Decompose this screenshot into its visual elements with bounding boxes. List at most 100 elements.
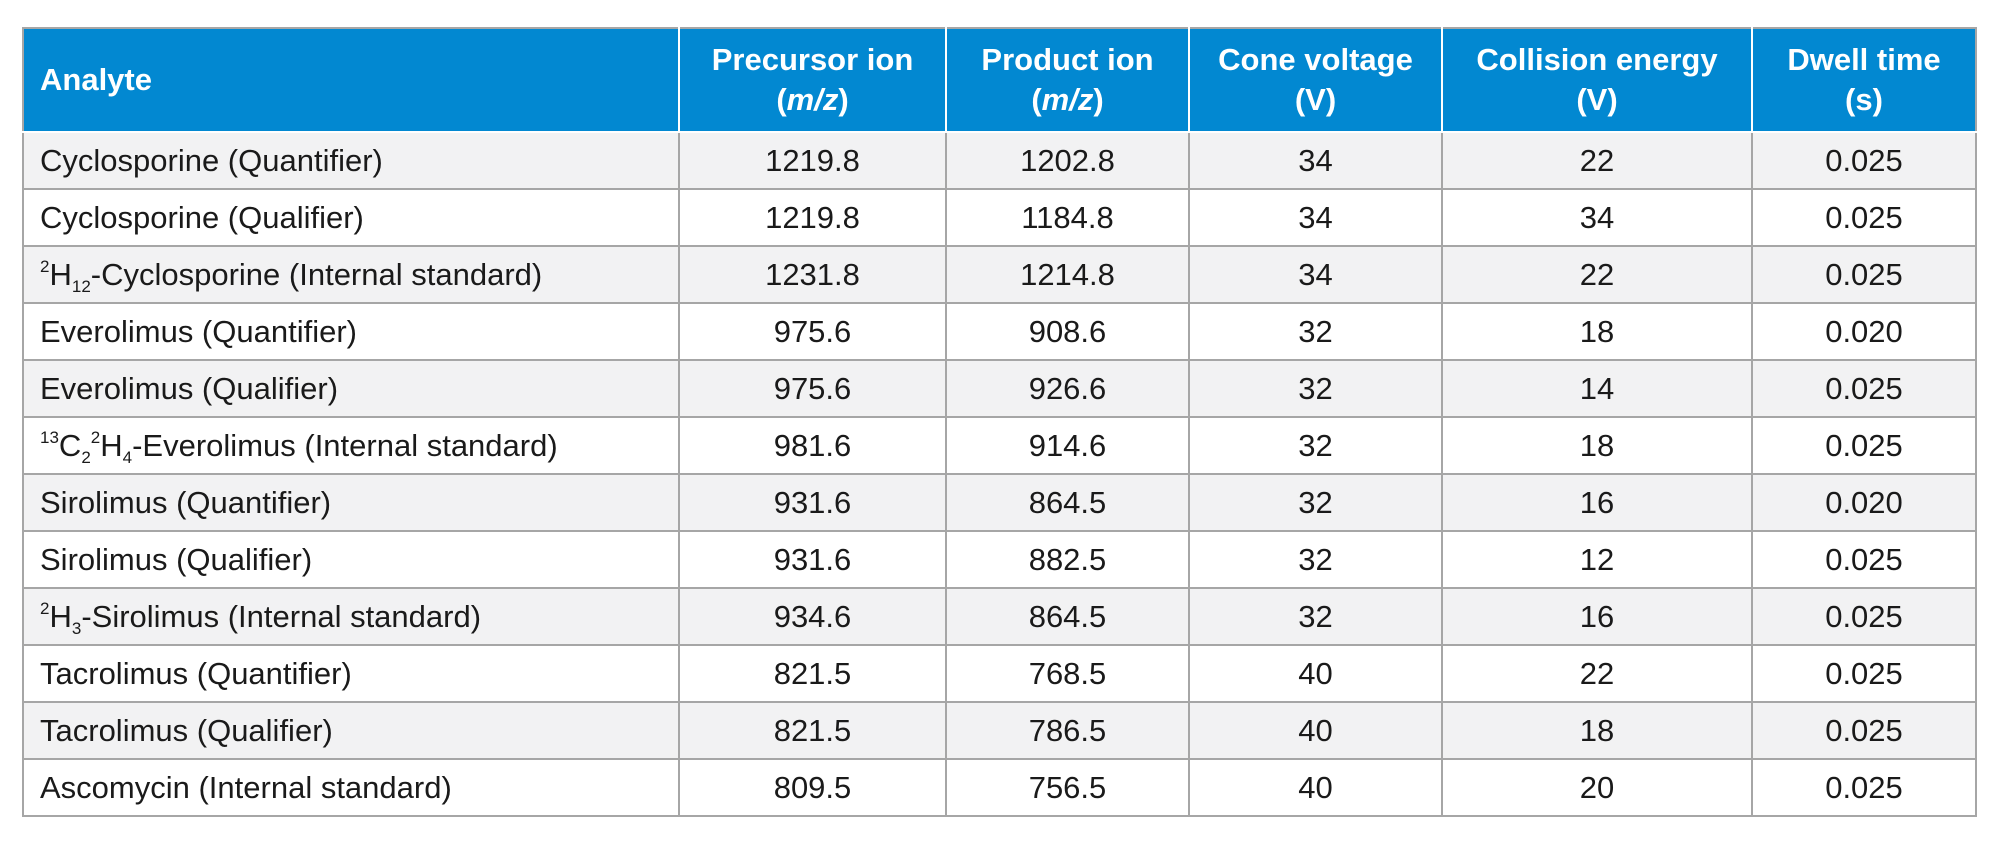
header-precursor-unit: m/z [786,82,839,117]
atom-count: 12 [71,276,91,296]
cell-product-ion: 926.6 [945,359,1190,418]
cell-cone-voltage: 34 [1188,245,1443,304]
isotope-mass: 2 [40,256,50,276]
cell-cone-voltage: 40 [1188,701,1443,760]
table-row: Ascomycin (Internal standard) 809.5 756.… [22,758,1977,817]
cell-product-ion: 1202.8 [945,131,1190,190]
analyte-name: -Everolimus (Internal standard) [132,427,558,463]
cell-precursor-ion: 1219.8 [678,188,947,247]
table-row: Cyclosporine (Quantifier) 1219.8 1202.8 … [22,131,1977,190]
header-collision-label: Collision energy [1476,42,1718,77]
table-row: Tacrolimus (Quantifier) 821.5 768.5 40 2… [22,644,1977,703]
table-row: Everolimus (Quantifier) 975.6 908.6 32 1… [22,302,1977,361]
cell-dwell-time: 0.025 [1751,587,1977,646]
atom-count: 4 [122,447,133,467]
table-row: Sirolimus (Quantifier) 931.6 864.5 32 16… [22,473,1977,532]
element-symbol: C [58,427,82,463]
cell-analyte: 13C22H4-Everolimus (Internal standard) [22,416,680,475]
isotope-mass: 2 [40,598,50,618]
cell-analyte: Everolimus (Quantifier) [22,302,680,361]
element-symbol: H [49,598,72,634]
cell-collision-energy: 18 [1441,302,1753,361]
header-product-label: Product ion [981,42,1154,77]
cell-precursor-ion: 931.6 [678,530,947,589]
cell-collision-energy: 16 [1441,587,1753,646]
header-dwell-time: Dwell time (s) [1751,27,1977,133]
header-product-ion: Product ion (m/z) [945,27,1190,133]
cell-cone-voltage: 34 [1188,188,1443,247]
table-row: Sirolimus (Qualifier) 931.6 882.5 32 12 … [22,530,1977,589]
cell-collision-energy: 16 [1441,473,1753,532]
table-row: 13C22H4-Everolimus (Internal standard) 9… [22,416,1977,475]
cell-product-ion: 1184.8 [945,188,1190,247]
header-collision-unit: (V) [1576,82,1618,117]
cell-collision-energy: 18 [1441,416,1753,475]
cell-analyte: Ascomycin (Internal standard) [22,758,680,817]
cell-precursor-ion: 821.5 [678,644,947,703]
cell-dwell-time: 0.025 [1751,701,1977,760]
cell-analyte: 2H3-Sirolimus (Internal standard) [22,587,680,646]
cell-collision-energy: 22 [1441,131,1753,190]
cell-analyte: Tacrolimus (Qualifier) [22,701,680,760]
cell-cone-voltage: 32 [1188,473,1443,532]
mrm-parameters-table-container: Analyte Precursor ion (m/z) Product ion … [22,27,1977,817]
cell-precursor-ion: 821.5 [678,701,947,760]
header-dwell-label: Dwell time [1787,42,1941,77]
cell-precursor-ion: 975.6 [678,302,947,361]
table-row: 2H3-Sirolimus (Internal standard) 934.6 … [22,587,1977,646]
cell-precursor-ion: 975.6 [678,359,947,418]
header-analyte: Analyte [22,27,680,133]
cell-product-ion: 786.5 [945,701,1190,760]
header-collision-energy: Collision energy (V) [1441,27,1753,133]
cell-analyte: Sirolimus (Qualifier) [22,530,680,589]
header-analyte-label: Analyte [40,62,152,97]
atom-count: 2 [81,447,91,467]
cell-analyte: Sirolimus (Quantifier) [22,473,680,532]
isotope-mass: 13 [40,427,59,447]
table-body: Cyclosporine (Quantifier) 1219.8 1202.8 … [22,131,1977,817]
cell-cone-voltage: 32 [1188,587,1443,646]
cell-precursor-ion: 934.6 [678,587,947,646]
cell-dwell-time: 0.025 [1751,758,1977,817]
analyte-name: -Cyclosporine (Internal standard) [90,256,543,292]
cell-dwell-time: 0.025 [1751,359,1977,418]
cell-analyte: 2H12-Cyclosporine (Internal standard) [22,245,680,304]
cell-dwell-time: 0.025 [1751,416,1977,475]
table-row: Cyclosporine (Qualifier) 1219.8 1184.8 3… [22,188,1977,247]
header-cone-label: Cone voltage [1218,42,1413,77]
header-precursor-label: Precursor ion [711,42,914,77]
header-precursor-open: ( [776,82,787,117]
header-product-close: ) [1093,82,1104,117]
cell-cone-voltage: 40 [1188,758,1443,817]
cell-analyte: Cyclosporine (Qualifier) [22,188,680,247]
cell-analyte: Tacrolimus (Quantifier) [22,644,680,703]
cell-precursor-ion: 1231.8 [678,245,947,304]
cell-product-ion: 768.5 [945,644,1190,703]
cell-cone-voltage: 32 [1188,416,1443,475]
header-cone-unit: (V) [1294,82,1337,117]
element-symbol: H [49,256,72,292]
header-row: Analyte Precursor ion (m/z) Product ion … [22,27,1977,133]
cell-product-ion: 864.5 [945,587,1190,646]
header-cone-voltage: Cone voltage (V) [1188,27,1443,133]
cell-collision-energy: 22 [1441,245,1753,304]
cell-precursor-ion: 809.5 [678,758,947,817]
cell-collision-energy: 12 [1441,530,1753,589]
cell-dwell-time: 0.020 [1751,473,1977,532]
cell-precursor-ion: 931.6 [678,473,947,532]
header-product-unit: m/z [1041,82,1094,117]
header-dwell-unit: (s) [1845,82,1883,117]
cell-collision-energy: 20 [1441,758,1753,817]
table-header: Analyte Precursor ion (m/z) Product ion … [22,27,1977,133]
table-row: Everolimus (Qualifier) 975.6 926.6 32 14… [22,359,1977,418]
atom-count: 3 [71,618,82,638]
cell-product-ion: 756.5 [945,758,1190,817]
cell-collision-energy: 22 [1441,644,1753,703]
cell-collision-energy: 18 [1441,701,1753,760]
table-row: 2H12-Cyclosporine (Internal standard) 12… [22,245,1977,304]
isotope-mass: 2 [90,427,101,447]
cell-dwell-time: 0.025 [1751,644,1977,703]
cell-product-ion: 1214.8 [945,245,1190,304]
cell-cone-voltage: 32 [1188,359,1443,418]
cell-cone-voltage: 32 [1188,530,1443,589]
